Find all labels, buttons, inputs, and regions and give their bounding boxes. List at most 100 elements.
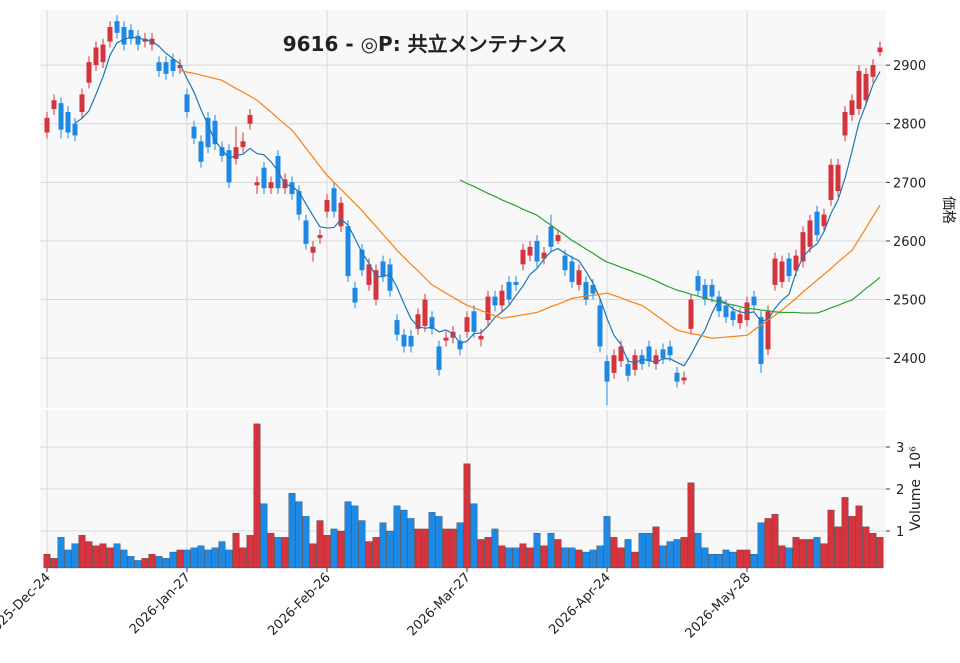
volume-bar — [701, 547, 709, 569]
candle-body — [387, 264, 393, 291]
candle-body — [436, 346, 442, 370]
volume-bar — [687, 482, 695, 569]
candle-body — [814, 211, 820, 236]
candle-body — [331, 188, 337, 212]
candle-body — [177, 65, 183, 69]
candle-body — [100, 44, 106, 63]
candle-body — [324, 199, 330, 212]
volume-bar — [610, 537, 618, 569]
candle-body — [576, 270, 582, 285]
candle-body — [590, 284, 596, 294]
candle-body — [443, 337, 449, 341]
volume-bar — [43, 553, 51, 569]
volume-bar — [778, 545, 786, 569]
volume-bar — [624, 539, 632, 569]
candle-body — [786, 258, 792, 277]
candle-body — [93, 47, 99, 66]
volume-bar — [449, 528, 457, 569]
y-axis-label: 価格 — [940, 196, 956, 224]
candle-body — [464, 317, 470, 332]
candle-body — [625, 364, 631, 376]
candle-body — [359, 249, 365, 271]
volume-bar — [533, 532, 541, 569]
volume-bar — [596, 545, 604, 569]
volume-bar — [519, 543, 527, 569]
volume-bar — [757, 522, 765, 569]
candle-body — [842, 111, 848, 136]
volume-bar — [50, 558, 58, 569]
volume-bar — [743, 549, 751, 569]
candle-body — [709, 284, 715, 297]
volume-bar — [575, 549, 583, 569]
candle-body — [394, 320, 400, 335]
volume-bar — [715, 553, 723, 569]
x-tick-label: 2026-Apr-24 — [546, 570, 613, 637]
volume-tick-label: 1 — [896, 525, 904, 540]
chart-title: 9616 - ◎P: 共立メンテナンス — [283, 32, 568, 56]
candle-body — [457, 340, 463, 350]
candle-body — [828, 164, 834, 200]
candle-body — [499, 290, 505, 306]
candle-body — [366, 264, 372, 285]
candle-body — [779, 261, 785, 282]
volume-bar — [407, 518, 415, 569]
candle-body — [849, 100, 855, 115]
x-tick-label: 2025-Dec-24 — [0, 570, 54, 640]
volume-bar — [834, 526, 842, 569]
volume-bar — [323, 535, 331, 569]
volume-bar — [652, 526, 660, 569]
volume-bar — [218, 541, 226, 569]
volume-bar — [358, 520, 366, 569]
candle-body — [695, 276, 701, 291]
candle-body — [583, 281, 589, 300]
volume-bar — [568, 547, 576, 569]
candle-body — [233, 147, 239, 159]
candle-body — [506, 281, 512, 300]
volume-bar — [309, 543, 317, 569]
x-tick-label: 2026-Mar-27 — [405, 570, 474, 639]
volume-bar — [470, 503, 478, 569]
volume-bar — [827, 509, 835, 569]
volume-bar — [582, 551, 590, 569]
volume-tick-label: 2 — [896, 483, 904, 498]
candle-body — [338, 202, 344, 227]
volume-bar — [344, 501, 352, 569]
candle-body — [408, 335, 414, 347]
volume-bar — [351, 505, 359, 569]
volume-bar — [561, 547, 569, 569]
volume-bar — [155, 556, 163, 569]
volume-bar — [141, 558, 149, 569]
candle-body — [821, 214, 827, 227]
candle-body — [485, 296, 491, 321]
candle-body — [807, 220, 813, 247]
candle-body — [289, 182, 295, 195]
volume-bar — [253, 423, 261, 569]
candle-body — [72, 123, 78, 136]
candle-body — [212, 120, 218, 145]
volume-bar — [365, 541, 373, 569]
volume-bar — [64, 549, 72, 569]
volume-bar — [197, 545, 205, 569]
volume-bar — [631, 551, 639, 569]
volume-bar — [232, 532, 240, 569]
candle-body — [744, 302, 750, 321]
volume-bar — [526, 547, 534, 569]
volume-bar — [400, 509, 408, 569]
candle-body — [772, 258, 778, 285]
volume-bar — [477, 539, 485, 569]
candle-body — [541, 252, 547, 259]
volume-bar — [225, 549, 233, 569]
volume-bar — [547, 532, 555, 569]
volume-bar — [869, 532, 877, 569]
candle-body — [513, 281, 519, 285]
volume-bar — [260, 503, 268, 569]
candle-body — [247, 114, 253, 124]
candle-body — [191, 126, 197, 139]
volume-bar — [92, 545, 100, 569]
candle-body — [58, 103, 64, 130]
volume-bar — [638, 532, 646, 569]
volume-bar — [673, 539, 681, 569]
volume-bar — [435, 516, 443, 569]
candle-body — [429, 317, 435, 329]
